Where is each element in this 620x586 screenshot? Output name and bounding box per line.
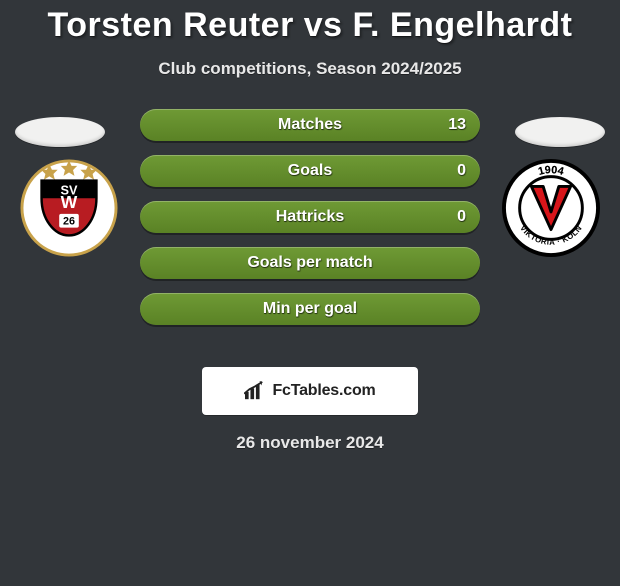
stat-value-right: 0 bbox=[457, 162, 466, 180]
stats-list: Matches 13 Goals 0 Hattricks 0 Goals per… bbox=[140, 109, 480, 325]
stat-row-goals-per-match: Goals per match bbox=[140, 247, 480, 279]
chart-bars-icon bbox=[244, 381, 266, 401]
brand-link[interactable]: FcTables.com bbox=[202, 367, 418, 415]
subtitle: Club competitions, Season 2024/2025 bbox=[0, 59, 620, 79]
stat-label: Min per goal bbox=[140, 300, 480, 318]
club-logo-right: 1904 1904 VIKTORIA · KÖLN bbox=[502, 159, 600, 257]
stat-label: Matches bbox=[140, 116, 480, 134]
stat-row-min-per-goal: Min per goal bbox=[140, 293, 480, 325]
stat-row-hattricks: Hattricks 0 bbox=[140, 201, 480, 233]
stat-label: Hattricks bbox=[140, 208, 480, 226]
page-title: Torsten Reuter vs F. Engelhardt bbox=[0, 6, 620, 45]
wehen-wiesbaden-logo-icon: SV W 26 bbox=[20, 159, 118, 257]
comparison-panel: SV W 26 1904 1904 VIKTORIA · KÖLN bbox=[0, 109, 620, 349]
stat-value-right: 13 bbox=[448, 116, 466, 134]
player-photo-right bbox=[515, 117, 605, 147]
stat-label: Goals bbox=[140, 162, 480, 180]
stat-value-right: 0 bbox=[457, 208, 466, 226]
stat-label: Goals per match bbox=[140, 254, 480, 272]
stat-row-matches: Matches 13 bbox=[140, 109, 480, 141]
brand-text: FcTables.com bbox=[272, 382, 375, 400]
viktoria-koeln-logo-icon: 1904 1904 VIKTORIA · KÖLN bbox=[502, 159, 600, 257]
player-photo-left bbox=[15, 117, 105, 147]
svg-text:W: W bbox=[61, 192, 78, 212]
date-label: 26 november 2024 bbox=[0, 433, 620, 453]
svg-text:26: 26 bbox=[63, 216, 75, 228]
club-logo-left: SV W 26 bbox=[20, 159, 118, 257]
stat-row-goals: Goals 0 bbox=[140, 155, 480, 187]
